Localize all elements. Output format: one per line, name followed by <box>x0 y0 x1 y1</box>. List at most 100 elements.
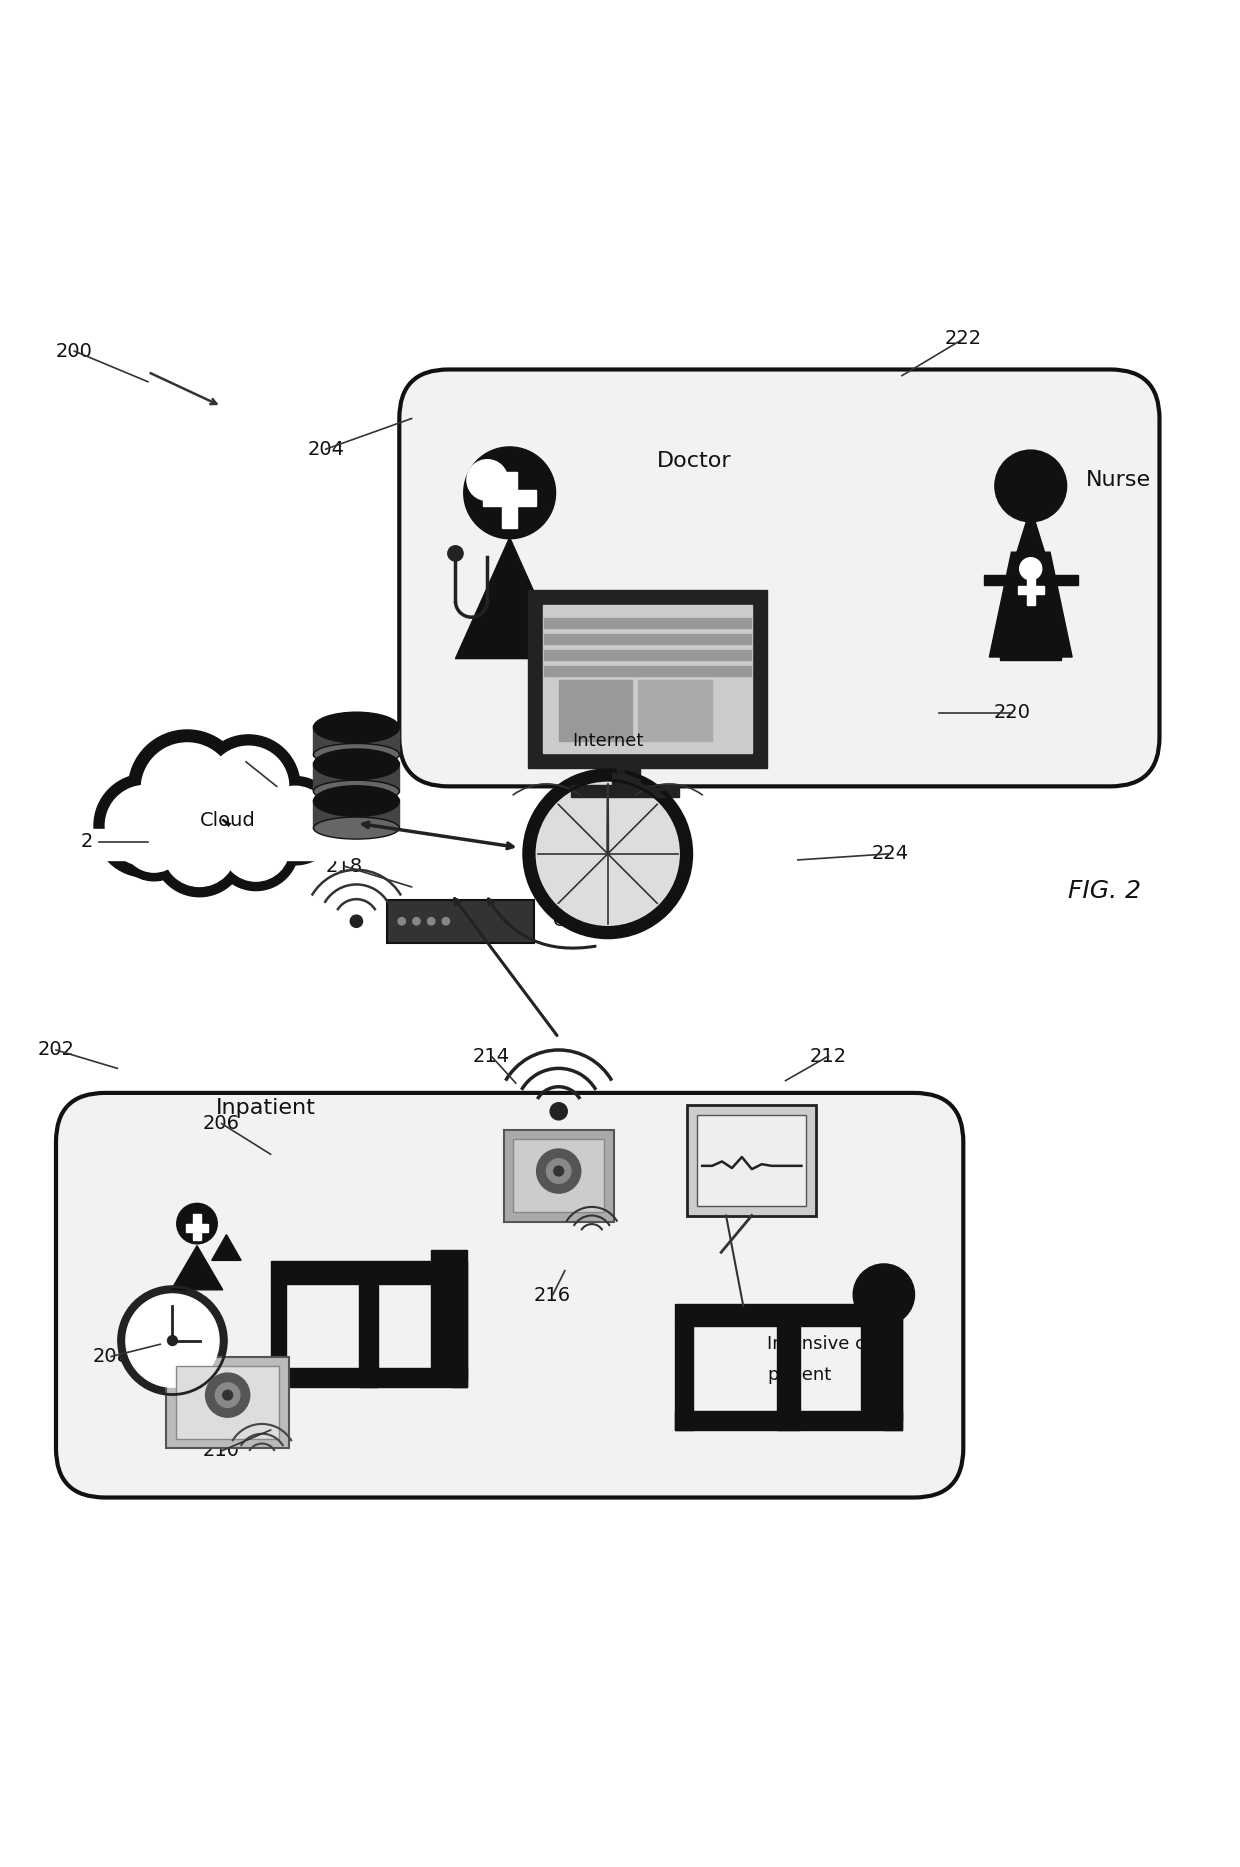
Ellipse shape <box>314 743 399 765</box>
Bar <box>1001 652 1061 659</box>
Ellipse shape <box>534 780 681 928</box>
Ellipse shape <box>1019 558 1042 581</box>
Ellipse shape <box>443 917 450 924</box>
Text: 222: 222 <box>945 329 982 349</box>
Bar <box>482 489 537 506</box>
Bar <box>502 472 517 528</box>
Text: 204: 204 <box>308 441 345 459</box>
Bar <box>884 1326 901 1430</box>
Ellipse shape <box>413 917 420 924</box>
Bar <box>270 1283 286 1387</box>
Polygon shape <box>212 1234 241 1260</box>
Text: 206: 206 <box>203 1115 241 1133</box>
Bar <box>611 765 640 790</box>
Text: 212: 212 <box>810 1047 847 1066</box>
Ellipse shape <box>314 786 399 816</box>
Ellipse shape <box>222 814 289 881</box>
Ellipse shape <box>153 803 246 896</box>
Text: 228: 228 <box>227 752 264 771</box>
Ellipse shape <box>537 1148 580 1193</box>
Ellipse shape <box>164 814 236 887</box>
Polygon shape <box>171 1245 223 1290</box>
FancyBboxPatch shape <box>399 370 1159 786</box>
Ellipse shape <box>213 805 299 891</box>
Text: 216: 216 <box>534 1286 572 1305</box>
Ellipse shape <box>216 1383 239 1408</box>
Text: Intensive care: Intensive care <box>768 1335 894 1354</box>
Ellipse shape <box>448 545 463 562</box>
Bar <box>639 680 712 741</box>
Text: Doctor: Doctor <box>657 452 732 472</box>
Ellipse shape <box>128 730 246 848</box>
Text: 220: 220 <box>993 704 1030 723</box>
Ellipse shape <box>554 1167 564 1176</box>
Bar <box>314 799 399 829</box>
Ellipse shape <box>250 777 340 864</box>
Ellipse shape <box>350 915 362 928</box>
Bar <box>544 667 751 676</box>
Text: 208: 208 <box>93 1346 130 1367</box>
Bar <box>675 1411 901 1430</box>
Ellipse shape <box>124 810 185 872</box>
Bar <box>176 1367 279 1439</box>
Bar <box>166 1357 289 1449</box>
Bar <box>544 618 751 627</box>
Text: 202: 202 <box>37 1040 74 1059</box>
Bar <box>675 1305 901 1326</box>
Bar <box>861 1294 901 1421</box>
Polygon shape <box>455 538 564 659</box>
Bar <box>777 1305 800 1430</box>
Bar <box>314 762 399 792</box>
Ellipse shape <box>428 917 435 924</box>
Bar <box>193 1214 201 1240</box>
Bar <box>544 635 751 644</box>
Bar <box>675 1326 693 1430</box>
Text: patient: patient <box>768 1367 831 1383</box>
Ellipse shape <box>105 786 186 866</box>
Ellipse shape <box>467 459 507 500</box>
Bar <box>697 1115 806 1206</box>
Bar <box>1027 575 1034 605</box>
Ellipse shape <box>223 1391 233 1400</box>
Text: 224: 224 <box>872 844 909 863</box>
Bar <box>528 590 768 767</box>
Text: 218: 218 <box>326 857 362 876</box>
Text: Cloud: Cloud <box>200 810 255 831</box>
Ellipse shape <box>115 803 193 881</box>
Polygon shape <box>990 553 1073 657</box>
Text: Nurse: Nurse <box>1086 470 1151 489</box>
Bar <box>503 1130 614 1221</box>
FancyBboxPatch shape <box>56 1092 963 1497</box>
Bar <box>270 1369 466 1387</box>
Ellipse shape <box>314 818 399 838</box>
Bar <box>451 1283 466 1387</box>
Text: 226: 226 <box>81 833 118 851</box>
Ellipse shape <box>525 771 691 937</box>
Ellipse shape <box>126 1294 219 1387</box>
Ellipse shape <box>177 1204 217 1243</box>
Bar <box>270 1262 466 1283</box>
Ellipse shape <box>464 446 556 540</box>
Bar <box>314 724 399 756</box>
Ellipse shape <box>119 1286 227 1395</box>
Bar <box>572 786 678 797</box>
Ellipse shape <box>206 1372 249 1417</box>
Ellipse shape <box>167 1335 177 1346</box>
Bar <box>687 1105 816 1215</box>
Ellipse shape <box>141 743 233 835</box>
Ellipse shape <box>314 711 399 743</box>
Bar <box>983 575 1012 584</box>
Text: Inpatient: Inpatient <box>216 1098 315 1118</box>
Text: 210: 210 <box>203 1441 241 1460</box>
Bar <box>432 1251 466 1378</box>
Bar <box>1050 575 1078 584</box>
Ellipse shape <box>314 780 399 803</box>
Ellipse shape <box>398 917 405 924</box>
Text: Internet: Internet <box>572 732 644 749</box>
Ellipse shape <box>197 736 300 838</box>
Bar <box>186 1225 208 1232</box>
Text: 200: 200 <box>56 342 93 360</box>
Ellipse shape <box>994 450 1066 523</box>
Bar <box>559 680 632 741</box>
Ellipse shape <box>314 749 399 780</box>
